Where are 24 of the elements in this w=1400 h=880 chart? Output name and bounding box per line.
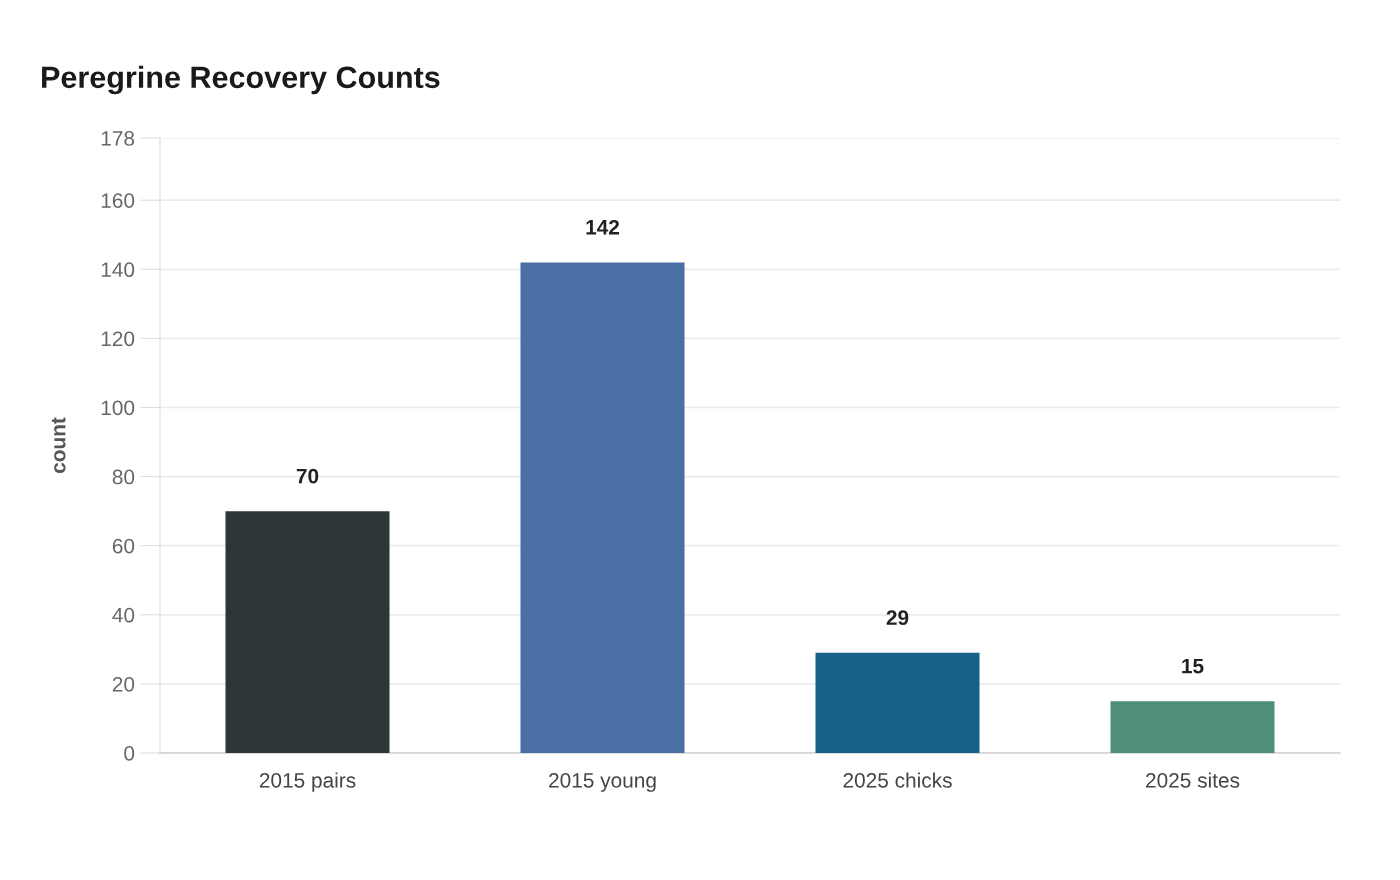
data-label: 70 — [296, 468, 319, 484]
x-tick-label: 2015 young — [549, 772, 656, 792]
bar — [225, 511, 390, 753]
data-label: 15 — [1182, 658, 1204, 674]
y-tick-label: 100 — [101, 400, 135, 416]
y-axis-title: count — [51, 417, 66, 474]
x-tick-label: 2025 sites — [1146, 772, 1240, 788]
y-tick-label: 20 — [112, 676, 135, 692]
x-tick-label: 2025 chicks — [843, 772, 952, 788]
chart-title: Peregrine Recovery Counts — [42, 65, 440, 95]
y-tick-label: 160 — [101, 193, 135, 208]
y-tick-label: 80 — [112, 469, 135, 485]
y-tick-label: 120 — [101, 331, 135, 347]
y-tick-label: 0 — [124, 746, 135, 761]
y-tick-label: 178 — [101, 131, 135, 146]
y-tick-label: 40 — [112, 607, 135, 623]
x-tick-label: 2015 pairs — [259, 772, 356, 792]
y-tick-label: 60 — [112, 538, 135, 554]
y-tick-label: 140 — [101, 262, 135, 278]
bar — [520, 262, 685, 753]
bar — [815, 652, 980, 753]
data-label: 142 — [586, 219, 620, 235]
data-label: 29 — [886, 610, 909, 626]
bar — [1110, 701, 1275, 753]
